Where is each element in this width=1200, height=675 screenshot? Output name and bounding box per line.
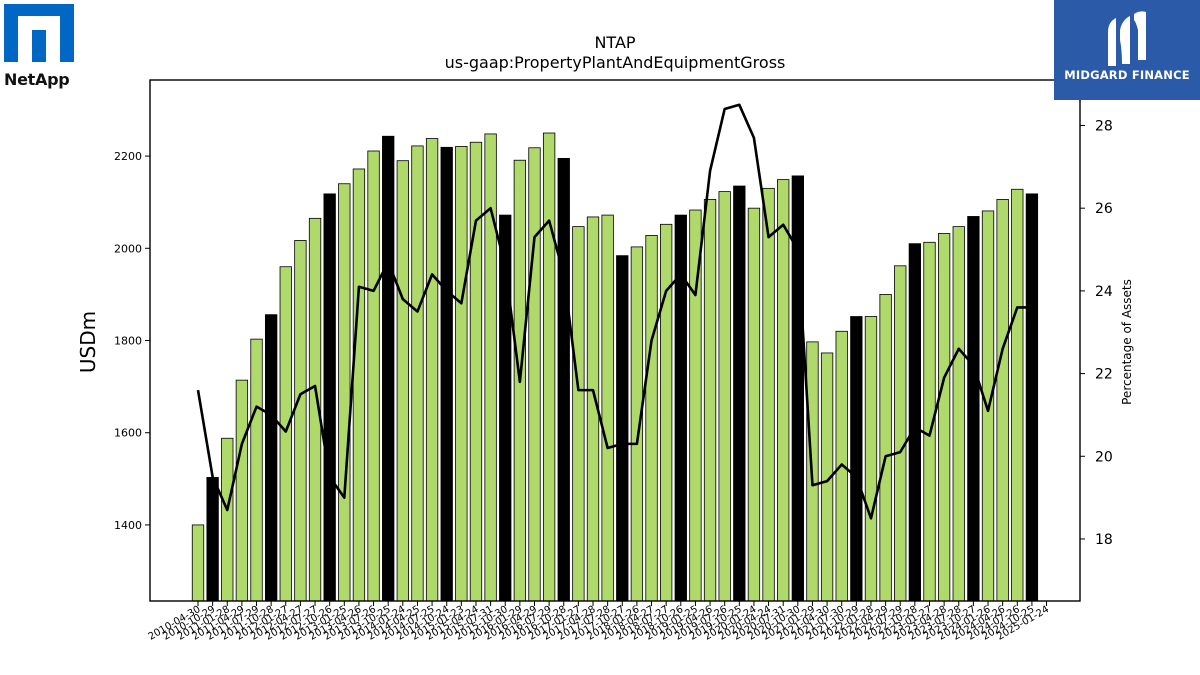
bar-2010-10-29	[206, 477, 219, 602]
y2-tick-label: 22	[1095, 367, 1113, 383]
bar-2016-04-29	[528, 147, 541, 602]
bar-2014-07-25	[425, 138, 439, 602]
y-tick-label: 2000	[114, 242, 142, 255]
midgard-finance-logo: MIDGARD FINANCE	[1054, 0, 1200, 100]
bar-2023-10-27	[967, 216, 980, 602]
bar-2023-04-28	[937, 233, 951, 602]
tick-labels: 140016001800200022001820222426282010-04-…	[114, 118, 1113, 642]
bar-2015-04-24	[469, 141, 483, 602]
bar-2014-01-24	[396, 160, 409, 602]
axes	[145, 79, 1085, 606]
chart-title: NTAP	[594, 33, 635, 52]
y2-tick-label: 26	[1095, 201, 1113, 217]
bar-2017-10-27	[616, 255, 629, 602]
bar-2012-04-27	[294, 240, 307, 602]
bar-2017-01-27	[572, 226, 585, 602]
bar-2024-07-26	[1011, 188, 1024, 602]
midgard-logo-text: MIDGARD FINANCE	[1064, 68, 1190, 82]
bar-2016-10-28	[557, 157, 570, 602]
netapp-n-icon	[18, 16, 60, 62]
bar-2022-04-29	[879, 293, 892, 602]
bar-2023-07-28	[952, 226, 965, 602]
pct-assets-series	[196, 103, 1032, 520]
bar-2018-04-27	[645, 234, 658, 602]
bar-2013-10-25	[382, 135, 395, 602]
pct-assets-line	[196, 103, 1032, 520]
bar-2020-04-24	[762, 187, 775, 602]
bar-2024-04-26	[996, 199, 1009, 602]
bar-2015-07-31	[484, 133, 497, 602]
y-axis-label: USDm	[76, 311, 100, 373]
midgard-mark-icon	[1108, 11, 1146, 66]
bar-2012-01-27	[279, 266, 292, 602]
y-tick-label: 1400	[114, 519, 142, 532]
bar-2024-10-25	[1025, 193, 1039, 602]
y-tick-label: 1800	[114, 335, 142, 348]
bar-2016-07-29	[542, 132, 556, 602]
bar-2011-01-28	[221, 437, 234, 602]
bar-series	[191, 132, 1039, 602]
bar-2022-07-29	[894, 265, 907, 602]
bar-2022-10-28	[908, 243, 922, 602]
bar-2013-01-25	[338, 183, 351, 602]
chart-subtitle: us-gaap:PropertyPlantAndEquipmentGross	[445, 53, 786, 72]
y2-tick-label: 24	[1095, 284, 1113, 300]
netapp-logo-mark	[4, 4, 74, 62]
bar-2013-04-26	[352, 168, 366, 602]
bar-2011-10-28	[264, 314, 278, 602]
bar-2017-07-28	[601, 214, 614, 602]
bar-2021-10-29	[850, 316, 863, 602]
y2-tick-label: 20	[1095, 449, 1113, 465]
bar-2013-07-26	[367, 150, 380, 602]
bar-2011-07-29	[250, 338, 263, 602]
y-tick-label: 1600	[114, 427, 142, 440]
bar-2018-07-27	[660, 223, 673, 602]
y2-tick-label: 18	[1095, 532, 1113, 548]
y2-axis-label: Percentage of Assets	[1120, 279, 1134, 405]
netapp-logo-text: NetApp	[4, 70, 70, 89]
bar-2014-04-25	[411, 145, 424, 602]
bar-2019-10-25	[733, 185, 746, 602]
netapp-logo: NetApp	[4, 4, 80, 92]
bar-2011-04-29	[235, 379, 249, 602]
bar-2014-10-24	[440, 146, 453, 602]
y-tick-label: 2200	[114, 150, 142, 163]
y2-tick-label: 28	[1095, 118, 1113, 134]
bar-2019-07-26	[718, 191, 731, 602]
bar-2022-01-28	[864, 316, 878, 602]
bar-2019-04-26	[703, 199, 717, 602]
bar-2020-07-31	[777, 179, 790, 602]
bar-2015-01-23	[455, 145, 468, 602]
bar-2010-04-30	[191, 524, 205, 602]
bar-2020-10-30	[791, 175, 804, 602]
bar-2018-10-26	[674, 214, 687, 602]
bar-2020-01-24	[747, 207, 761, 602]
bar-2012-10-26	[323, 193, 336, 602]
